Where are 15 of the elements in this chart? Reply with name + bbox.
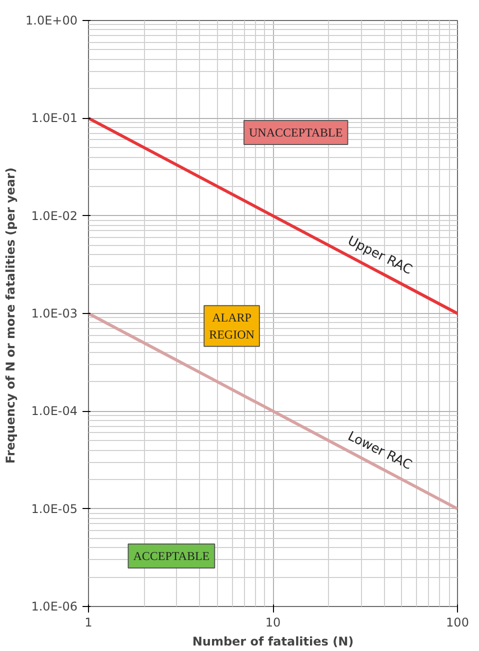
y-tick-label: 1.0E+00 <box>26 14 78 28</box>
y-tick-label: 1.0E-03 <box>31 306 78 320</box>
annotation: UNACCEPTABLE <box>248 125 343 140</box>
x-tick-label: 1 <box>84 616 92 630</box>
y-tick-label: 1.0E-06 <box>31 600 78 614</box>
y-tick-label: 1.0E-04 <box>31 404 78 418</box>
x-axis-title: Number of fatalities (N) <box>192 634 354 648</box>
annotation: ACCEPTABLE <box>133 549 210 564</box>
x-tick-label: 10 <box>265 616 281 630</box>
y-tick-label: 1.0E-05 <box>31 502 78 516</box>
y-axis-title: Frequency of N or more fatalities (per year) <box>4 168 18 464</box>
annotation: ALARP REGION <box>209 310 255 342</box>
x-tick-label: 100 <box>446 616 469 630</box>
y-tick-label: 1.0E-02 <box>31 208 78 223</box>
y-tick-label: 1.0E-01 <box>31 111 78 126</box>
